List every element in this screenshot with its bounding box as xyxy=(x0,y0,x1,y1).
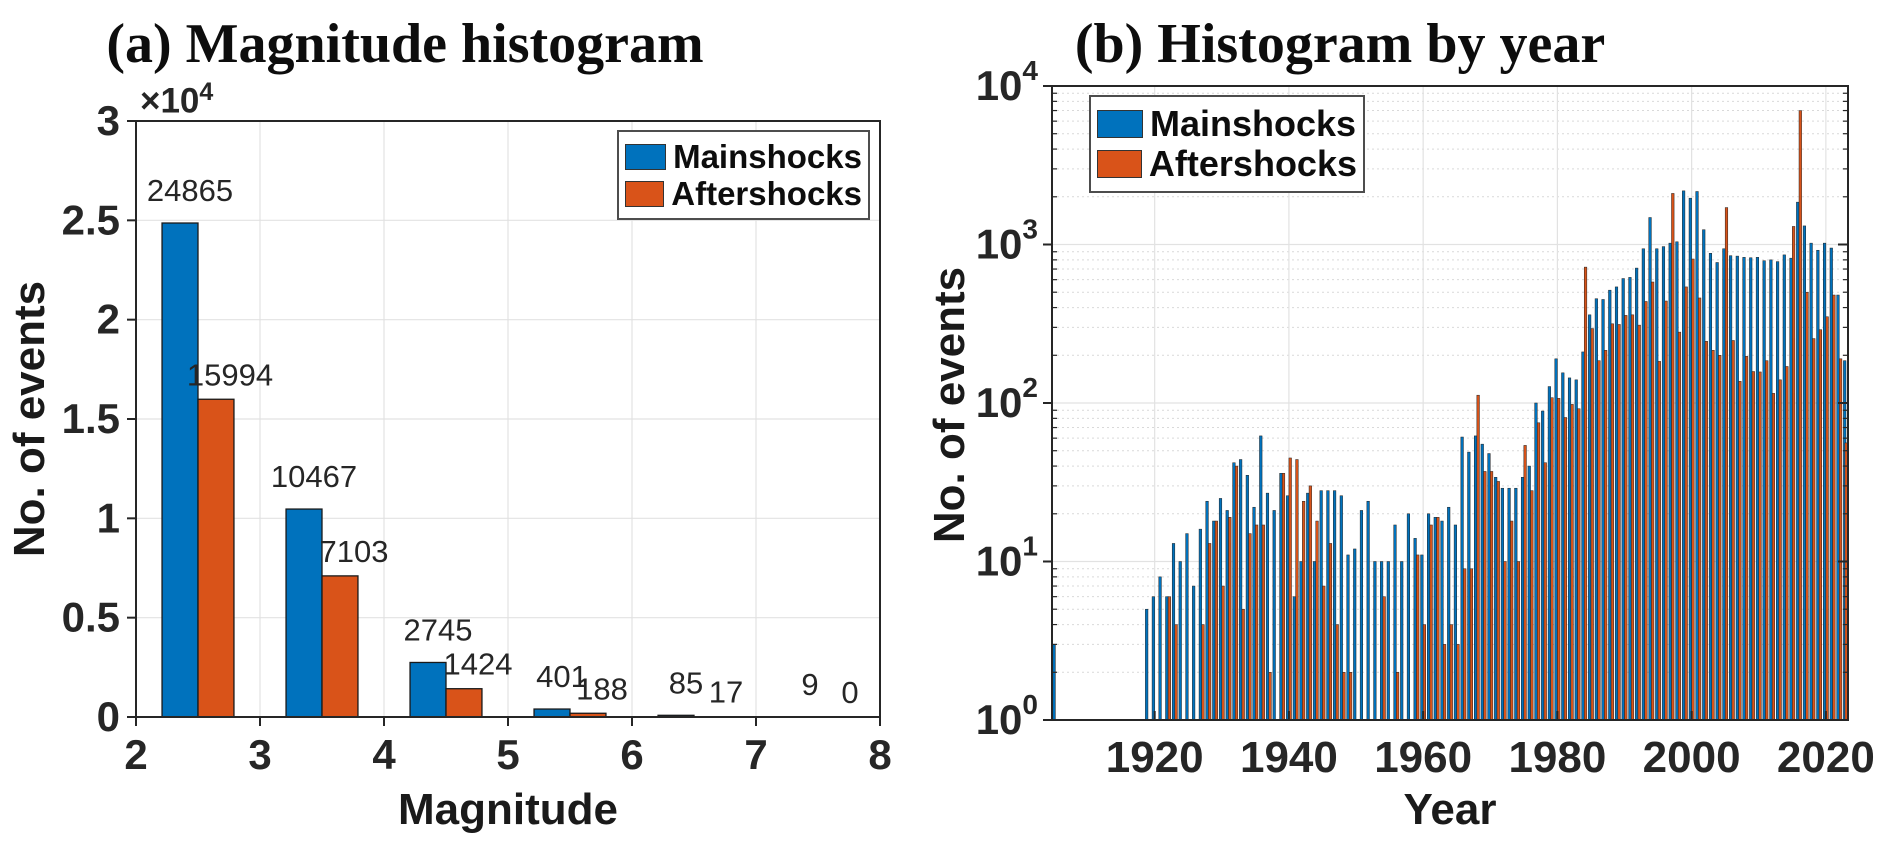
svg-text:1940: 1940 xyxy=(1240,733,1338,782)
legend-item-mainshocks: Mainshocks xyxy=(1097,102,1357,144)
svg-text:6: 6 xyxy=(620,731,643,778)
legend-item-aftershocks: Aftershocks xyxy=(625,177,862,210)
svg-text:104: 104 xyxy=(976,55,1039,109)
svg-text:1424: 1424 xyxy=(443,647,512,682)
legend-item-aftershocks: Aftershocks xyxy=(1097,146,1357,182)
svg-text:4: 4 xyxy=(372,731,396,778)
svg-text:2.5: 2.5 xyxy=(62,196,120,243)
svg-text:100: 100 xyxy=(976,689,1038,743)
chart-b-title: (b) Histogram by year xyxy=(1074,13,1606,75)
svg-text:7: 7 xyxy=(744,731,767,778)
legend-label: Mainshocks xyxy=(673,138,862,175)
svg-text:85: 85 xyxy=(669,665,703,700)
svg-text:8: 8 xyxy=(868,731,891,778)
svg-text:1920: 1920 xyxy=(1106,733,1204,782)
legend-label: Mainshocks xyxy=(1150,102,1357,144)
chart-a-legend: Mainshocks Aftershocks xyxy=(617,130,870,220)
svg-text:0: 0 xyxy=(97,693,120,740)
svg-text:7103: 7103 xyxy=(319,534,388,569)
svg-text:1: 1 xyxy=(97,494,120,541)
svg-text:0.5: 0.5 xyxy=(62,594,120,641)
chart-a-xlabel: Magnitude xyxy=(398,785,618,834)
aftershocks-swatch-icon xyxy=(625,180,665,207)
svg-text:0: 0 xyxy=(841,675,858,710)
svg-text:102: 102 xyxy=(976,372,1038,426)
chart-b-xlabel: Year xyxy=(1403,785,1497,834)
svg-text:2745: 2745 xyxy=(404,612,473,647)
svg-text:3: 3 xyxy=(97,97,120,144)
offset-exponent: 4 xyxy=(199,78,214,106)
svg-text:1960: 1960 xyxy=(1374,733,1472,782)
mainshocks-swatch-icon xyxy=(625,143,667,170)
legend-label: Aftershocks xyxy=(1148,143,1357,185)
svg-text:3: 3 xyxy=(248,731,271,778)
svg-text:1980: 1980 xyxy=(1508,733,1606,782)
svg-text:401: 401 xyxy=(536,659,588,694)
svg-text:17: 17 xyxy=(709,675,743,710)
chart-b-legend: Mainshocks Aftershocks xyxy=(1089,95,1365,193)
svg-text:24865: 24865 xyxy=(147,173,233,208)
svg-text:1.5: 1.5 xyxy=(62,395,120,442)
legend-item-mainshocks: Mainshocks xyxy=(625,140,862,173)
svg-text:101: 101 xyxy=(976,531,1038,585)
aftershocks-swatch-icon xyxy=(1097,150,1142,179)
offset-base: ×10 xyxy=(140,81,200,121)
chart-a-title: (a) Magnitude histogram xyxy=(106,13,704,75)
svg-text:2: 2 xyxy=(124,731,147,778)
svg-text:10467: 10467 xyxy=(271,459,357,494)
chart-b-ylabel: No. of events xyxy=(925,266,974,544)
svg-text:15994: 15994 xyxy=(187,357,273,392)
svg-text:188: 188 xyxy=(576,671,628,706)
svg-text:2020: 2020 xyxy=(1777,733,1875,782)
legend-label: Aftershocks xyxy=(671,175,862,212)
svg-text:9: 9 xyxy=(801,667,818,702)
svg-text:103: 103 xyxy=(976,214,1038,268)
chart-a-ylabel: No. of events xyxy=(5,280,54,558)
svg-text:2000: 2000 xyxy=(1643,733,1741,782)
svg-text:2: 2 xyxy=(97,296,120,343)
svg-text:5: 5 xyxy=(496,731,519,778)
y-axis-offset-label: ×104 xyxy=(140,80,213,119)
mainshocks-swatch-icon xyxy=(1097,109,1143,138)
